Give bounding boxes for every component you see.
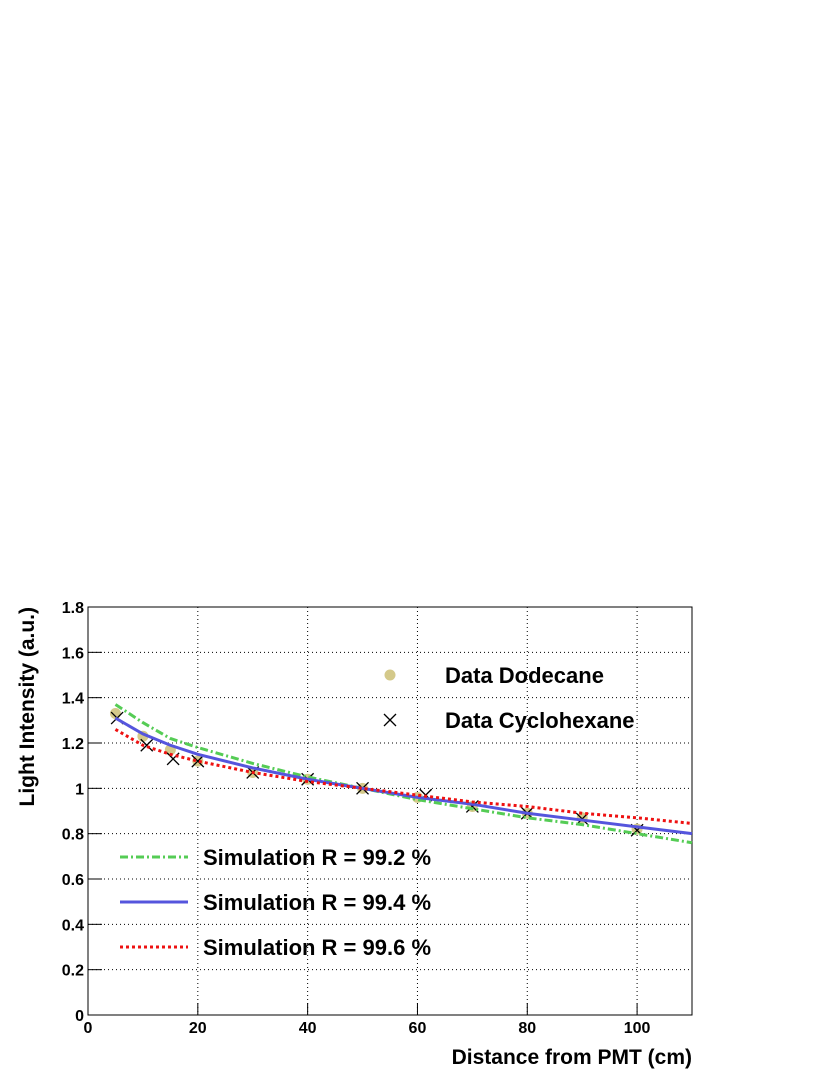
y-axis-title: Light Intensity (a.u.): [16, 607, 39, 807]
sim-line: [114, 728, 693, 825]
legend-label: Simulation R = 99.2 %: [203, 845, 431, 870]
legend-label: Simulation R = 99.4 %: [203, 890, 431, 915]
marker: [191, 754, 205, 768]
x-tick-label: 100: [624, 1020, 651, 1037]
plot-frame: [87, 606, 693, 1016]
legend-marker: [384, 669, 396, 681]
y-tick-label: 1: [75, 781, 84, 798]
y-tick-label: 1.2: [62, 736, 84, 753]
x-axis-title: Distance from PMT (cm): [452, 1046, 692, 1069]
legend-label: Data Dodecane: [445, 663, 604, 688]
x-tick-label: 80: [518, 1020, 536, 1037]
y-tick-label: 1.8: [62, 600, 84, 617]
legend-marker: [383, 713, 397, 727]
x-tick-label: 60: [409, 1020, 427, 1037]
y-tick-label: 0: [75, 1008, 84, 1025]
x-tick-label: 0: [84, 1020, 93, 1037]
x-tick-label: 20: [189, 1020, 207, 1037]
y-tick-label: 1.6: [62, 645, 84, 662]
sim-line: [114, 716, 693, 836]
marker: [140, 738, 154, 752]
y-tick-label: 1.4: [62, 691, 84, 708]
y-tick-label: 0.8: [62, 827, 84, 844]
marker: [109, 708, 121, 720]
y-tick-label: 0.2: [62, 963, 84, 980]
x-tick-label: 40: [299, 1020, 317, 1037]
y-tick-label: 0.6: [62, 872, 84, 889]
y-tick-label: 0.4: [62, 917, 84, 934]
legend-label: Simulation R = 99.6 %: [203, 935, 431, 960]
legend-label: Data Cyclohexane: [445, 708, 635, 733]
